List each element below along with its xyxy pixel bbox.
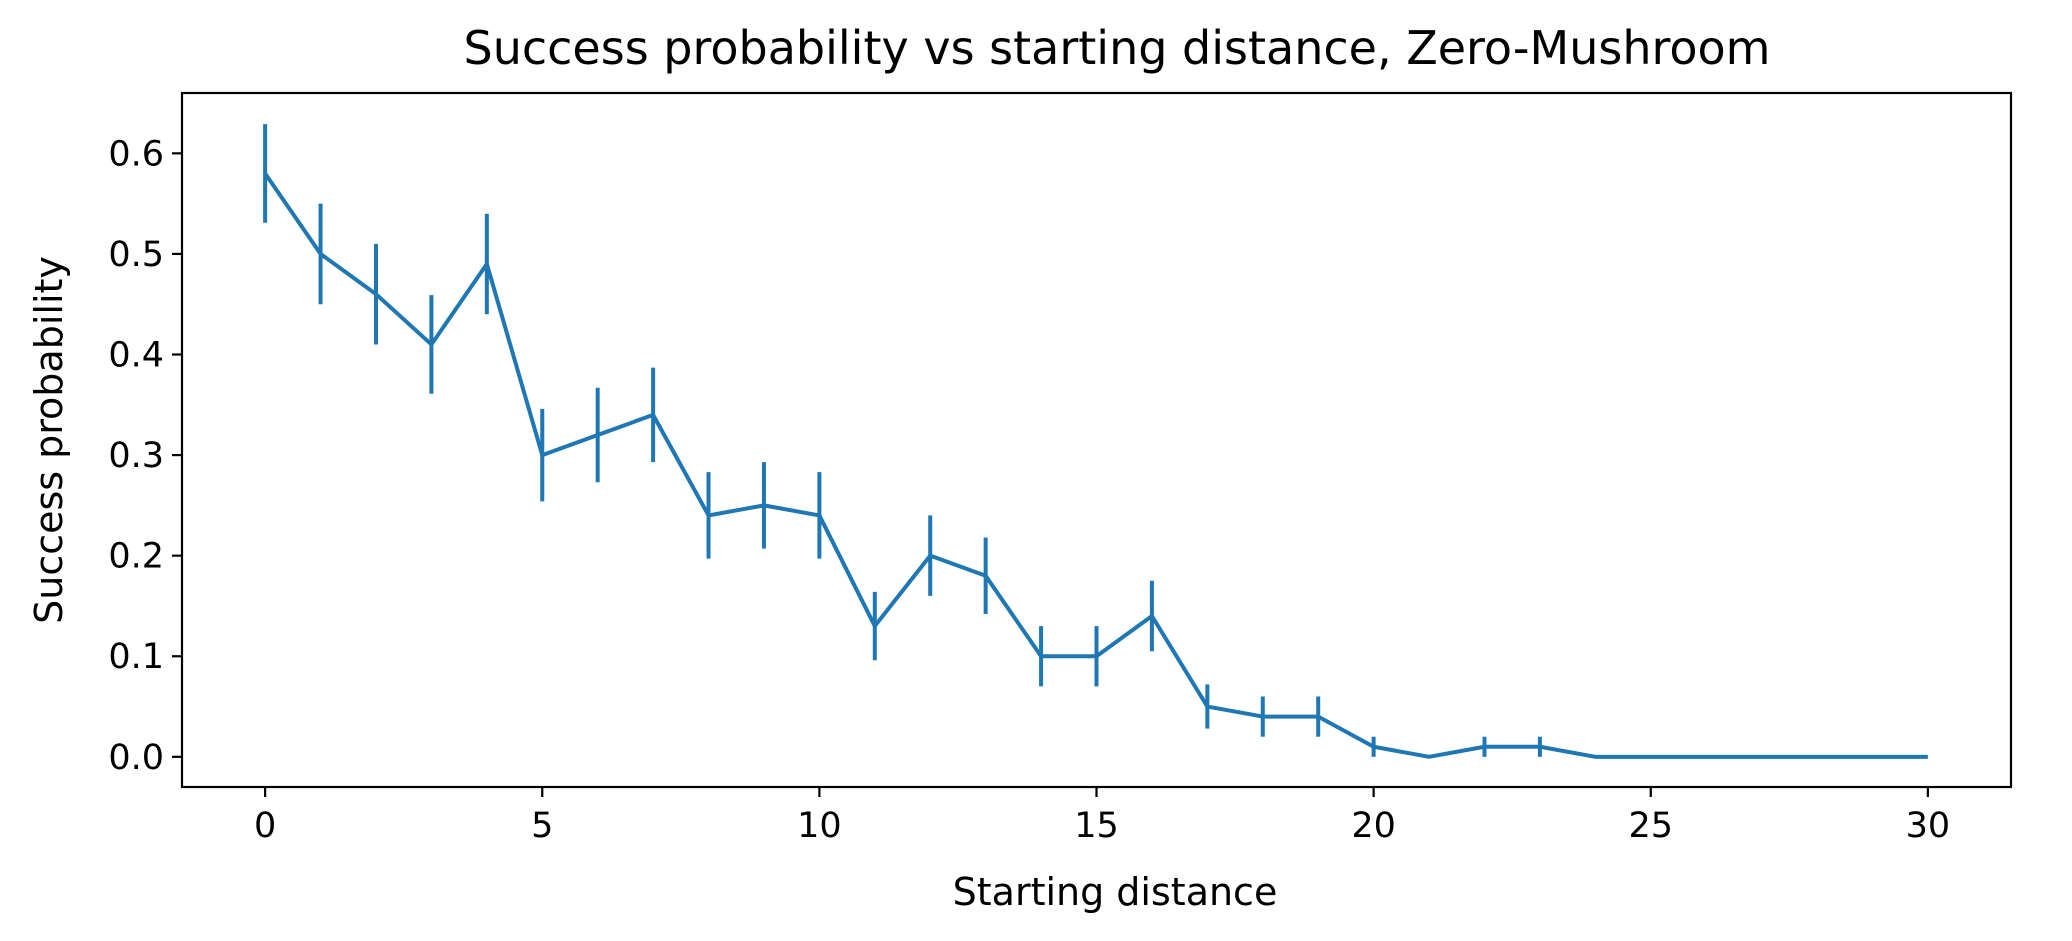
y-tick-label: 0.0 <box>108 738 164 778</box>
y-tick-label: 0.3 <box>108 436 164 476</box>
x-tick-label: 0 <box>254 806 276 846</box>
chart-title: Success probability vs starting distance… <box>464 21 1771 75</box>
y-tick-label: 0.5 <box>108 235 164 275</box>
x-tick-label: 30 <box>1906 806 1951 846</box>
x-tick-label: 20 <box>1351 806 1396 846</box>
y-tick-label: 0.2 <box>108 537 164 577</box>
x-axis-label: Starting distance <box>953 870 1278 914</box>
x-tick-label: 25 <box>1628 806 1673 846</box>
y-tick-label: 0.1 <box>108 637 164 677</box>
x-tick-label: 15 <box>1074 806 1119 846</box>
plot-area <box>263 124 1928 759</box>
x-tick-label: 10 <box>797 806 842 846</box>
y-axis-label: Success probability <box>27 256 71 624</box>
y-axis: 0.0 0.1 0.2 0.3 0.4 0.5 0.6 <box>108 134 182 778</box>
x-axis: 0 5 10 15 20 25 30 <box>254 787 1950 846</box>
x-tick-label: 5 <box>531 806 553 846</box>
y-tick-label: 0.6 <box>108 134 164 174</box>
y-tick-label: 0.4 <box>108 336 164 376</box>
